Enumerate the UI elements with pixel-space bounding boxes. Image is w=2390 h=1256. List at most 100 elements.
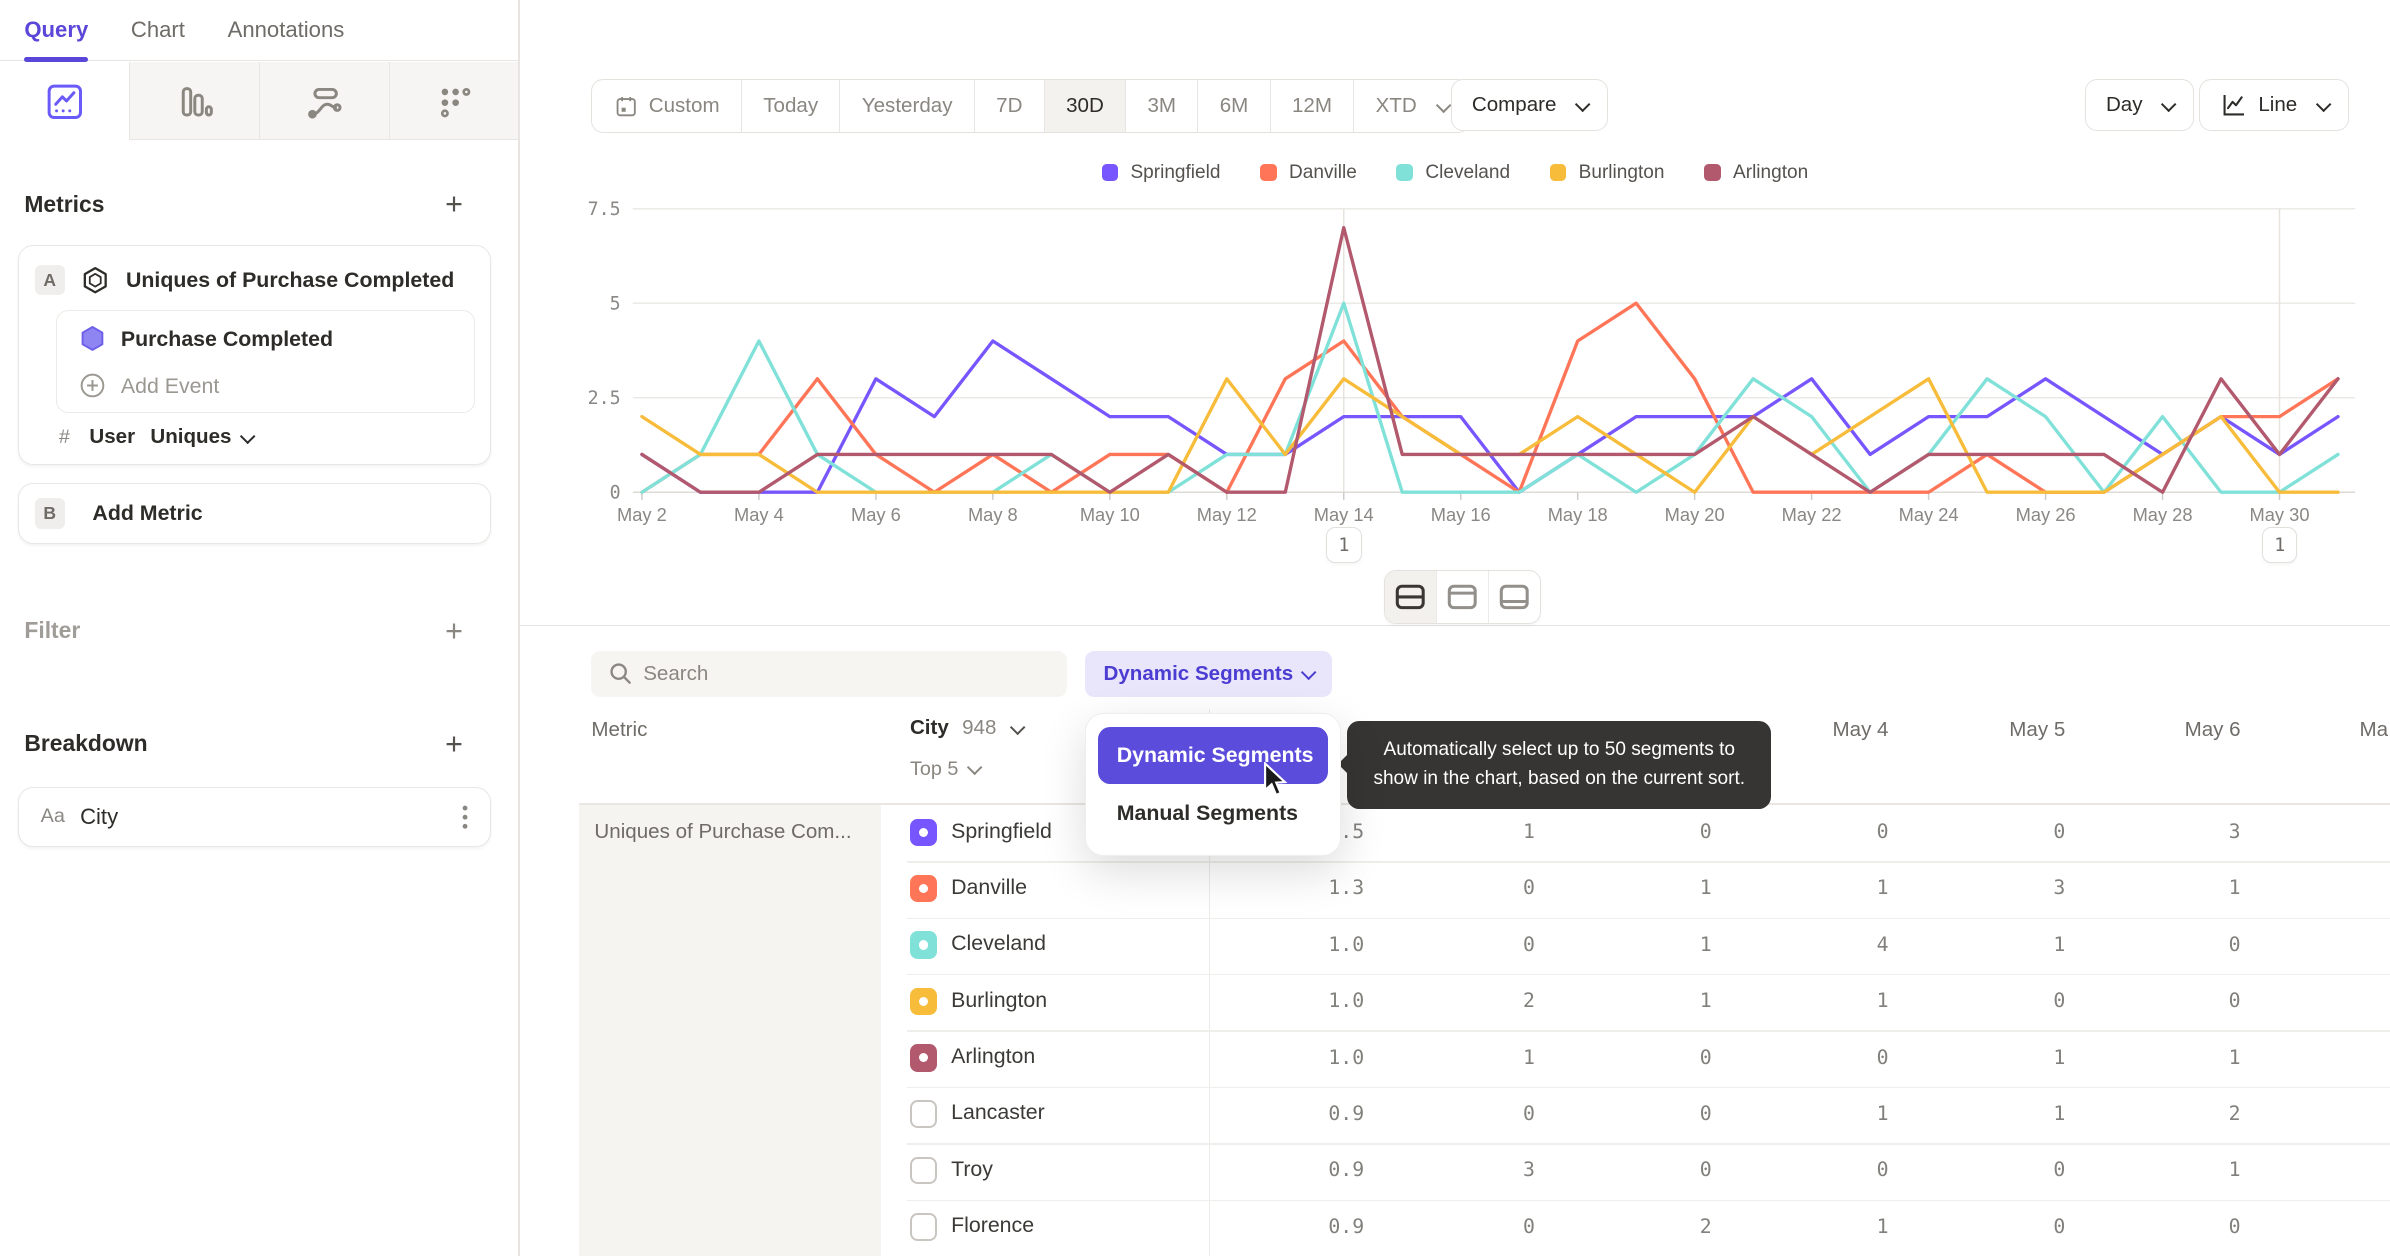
metric-a-title[interactable]: Uniques of Purchase Completed: [125, 267, 455, 292]
legend-item-burlington[interactable]: Burlington: [1549, 162, 1664, 184]
top-n-selector[interactable]: Top 5: [910, 758, 983, 781]
avg-value: 1.0: [1328, 1045, 1365, 1069]
segment-checkbox[interactable]: [909, 987, 938, 1016]
chart-legend: Springfield Danville Cleveland Burlington Ar…: [520, 162, 2390, 184]
segment-checkbox[interactable]: [909, 1044, 938, 1072]
compare-button[interactable]: Compare: [1451, 79, 1609, 132]
day-value: 0: [2053, 820, 2066, 844]
day-header-partial[interactable]: Ma: [2359, 717, 2389, 741]
chevron-down-icon: [1010, 719, 1026, 736]
day-value: 0: [1522, 932, 1535, 956]
metric-a-badge: A: [34, 264, 65, 296]
day-value: 1: [1876, 989, 1889, 1013]
granularity-button[interactable]: Day: [2085, 79, 2195, 132]
svg-text:May 10: May 10: [1080, 504, 1140, 525]
svg-text:May 14: May 14: [1314, 504, 1374, 525]
bar-chart-icon: [175, 82, 215, 122]
layout-split-button[interactable]: [1384, 571, 1437, 623]
segment-count: 948: [962, 716, 997, 740]
sidebar-divider: [518, 0, 520, 1256]
avg-value: 0.9: [1328, 1102, 1365, 1126]
segment-checkbox[interactable]: [909, 1100, 938, 1128]
segment-checkbox[interactable]: [909, 1156, 938, 1185]
tab-query[interactable]: Query: [24, 0, 88, 62]
segments-mode-button[interactable]: Dynamic Segments: [1085, 650, 1332, 697]
layout-bottom-button[interactable]: [1489, 571, 1541, 623]
chart-type-flows-tab[interactable]: [260, 62, 390, 141]
segment-name: Troy: [951, 1156, 993, 1181]
menu-item-dynamic-segments[interactable]: Dynamic Segments: [1098, 726, 1329, 785]
event-group: Purchase Completed Add Event: [55, 310, 475, 413]
add-metric-plus-button[interactable]: +: [445, 187, 463, 221]
chevron-down-icon: [966, 760, 983, 776]
chart-style-button[interactable]: Line: [2199, 79, 2349, 132]
legend-item-danville[interactable]: Danville: [1260, 162, 1357, 184]
aggregation-type-dropdown[interactable]: Uniques: [150, 425, 256, 449]
tab-annotations[interactable]: Annotations: [227, 16, 345, 42]
day-value: 3: [2228, 820, 2241, 844]
date-range-xtd[interactable]: XTD: [1354, 80, 1469, 132]
date-range-today[interactable]: Today: [742, 80, 841, 133]
breakdown-city-card[interactable]: Aa City: [18, 786, 491, 848]
day-value: 0: [1876, 1045, 1889, 1069]
chevron-down-icon: [1575, 96, 1591, 112]
svg-text:May 16: May 16: [1430, 504, 1490, 525]
layout-top-button[interactable]: [1437, 571, 1489, 623]
day-value: 1: [2053, 1102, 2066, 1126]
legend-item-arlington[interactable]: Arlington: [1704, 162, 1808, 184]
day-header[interactable]: May 6: [2184, 717, 2241, 741]
chart-type-line-tab[interactable]: [0, 62, 130, 141]
line-chart[interactable]: 0 2.5 5 7.5 May 2 May 4 May 6 May 8 May 10 May 12…: [520, 195, 2390, 533]
day-value: 0: [2228, 932, 2241, 956]
date-range-12m[interactable]: 12M: [1271, 80, 1355, 133]
menu-item-manual-segments[interactable]: Manual Segments: [1116, 800, 1299, 825]
day-value: 1: [2053, 1045, 2066, 1069]
panel-divider: [519, 624, 2390, 627]
add-breakdown-plus-button[interactable]: +: [445, 726, 463, 761]
legend-swatch: [1396, 164, 1414, 181]
date-range-3m[interactable]: 3M: [1126, 80, 1199, 133]
date-range-yesterday[interactable]: Yesterday: [840, 80, 975, 133]
day-header[interactable]: May 4: [1832, 717, 1889, 741]
legend-item-springfield[interactable]: Springfield: [1101, 161, 1221, 184]
event-name[interactable]: Purchase Completed: [120, 326, 334, 351]
tab-chart[interactable]: Chart: [130, 16, 185, 42]
top-tab-bar: Query Chart Annotations: [0, 0, 520, 62]
date-range-7d[interactable]: 7D: [975, 80, 1045, 133]
segment-checkbox[interactable]: [909, 931, 938, 959]
legend-label: Springfield: [1130, 161, 1221, 183]
chart-type-bar-tab[interactable]: [130, 62, 260, 141]
legend-label: Arlington: [1733, 161, 1809, 183]
chart-type-retention-tab[interactable]: [390, 62, 520, 140]
segment-name: Cleveland: [951, 931, 1046, 956]
segment-checkbox[interactable]: [909, 818, 938, 846]
date-range-30d[interactable]: 30D: [1044, 80, 1127, 133]
add-filter-plus-button[interactable]: +: [445, 613, 463, 648]
add-event-button[interactable]: Add Event: [120, 373, 220, 398]
add-metric-label: Add Metric: [92, 501, 203, 526]
metric-column-header: Metric: [591, 717, 648, 741]
segment-name: Danville: [951, 874, 1027, 899]
legend-item-cleveland[interactable]: Cleveland: [1396, 162, 1510, 184]
day-value: 1: [1522, 1045, 1535, 1069]
segment-checkbox[interactable]: [909, 874, 938, 903]
day-value: 1: [2228, 1045, 2241, 1069]
segment-checkbox[interactable]: [909, 1213, 938, 1241]
layout-toggle-group: [1383, 570, 1542, 624]
day-value: 1: [2228, 1158, 2241, 1182]
search-input[interactable]: [591, 650, 1067, 697]
aggregation-entity[interactable]: User: [89, 424, 136, 448]
day-header[interactable]: May 5: [2009, 717, 2066, 741]
day-value: 3: [1522, 1158, 1535, 1182]
annotation-badge-may14[interactable]: 1: [1326, 527, 1362, 563]
segment-column-header[interactable]: City 948: [910, 716, 1026, 740]
avg-value: 1.0: [1328, 932, 1365, 956]
date-range-6m[interactable]: 6M: [1198, 80, 1271, 133]
metric-b-card[interactable]: B Add Metric: [18, 483, 491, 545]
day-value: 4: [1876, 932, 1889, 956]
kebab-menu-icon[interactable]: [462, 805, 468, 829]
svg-text:7.5: 7.5: [587, 199, 620, 220]
annotation-badge-may30[interactable]: 1: [2261, 527, 2298, 563]
date-range-custom[interactable]: Custom: [592, 80, 742, 133]
